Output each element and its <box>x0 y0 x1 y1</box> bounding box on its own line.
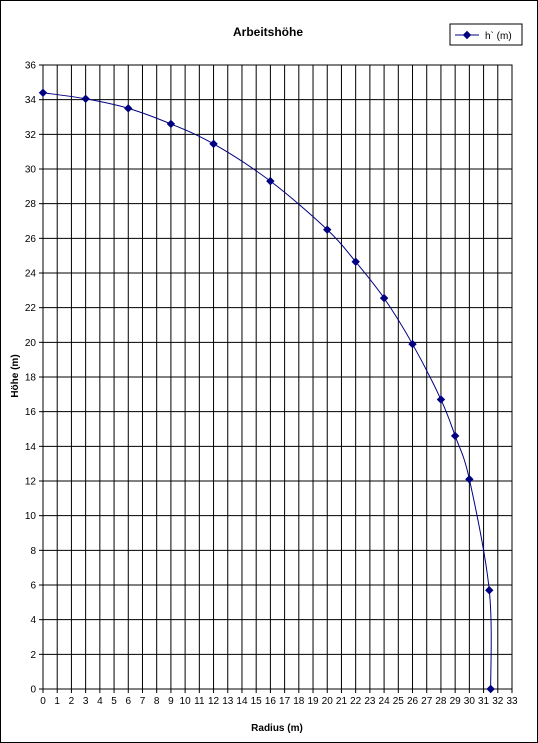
x-tick-label: 12 <box>208 696 220 707</box>
y-tick-label: 24 <box>25 269 37 280</box>
chart-title: Arbeitshöhe <box>233 25 303 39</box>
x-tick-label: 20 <box>322 696 334 707</box>
x-tick-label: 30 <box>464 696 476 707</box>
x-tick-label: 16 <box>265 696 277 707</box>
data-point-marker <box>323 225 332 234</box>
x-tick-label: 22 <box>350 696 362 707</box>
data-point-marker <box>124 104 133 113</box>
x-tick-label: 24 <box>379 696 391 707</box>
legend-label: h` (m) <box>485 30 512 42</box>
x-tick-label: 15 <box>251 696 263 707</box>
x-tick-label: 23 <box>364 696 376 707</box>
y-tick-label: 12 <box>25 477 37 488</box>
y-tick-label: 10 <box>25 511 37 522</box>
y-tick-label: 2 <box>30 650 36 661</box>
x-tick-label: 10 <box>180 696 192 707</box>
x-tick-label: 7 <box>140 696 146 707</box>
data-point-marker <box>166 119 176 129</box>
data-point-marker <box>465 475 474 484</box>
gridlines <box>43 65 512 689</box>
x-tick-label: 28 <box>435 696 447 707</box>
y-tick-label: 22 <box>25 303 37 314</box>
data-point-marker <box>408 339 417 349</box>
data-point-marker <box>450 431 460 441</box>
x-tick-label: 5 <box>111 696 117 707</box>
x-tick-label: 13 <box>222 696 234 707</box>
y-tick-label: 32 <box>25 130 37 141</box>
series-points <box>38 88 495 694</box>
x-axis-ticks: 0 1 2 3 4 5 6 7 8 9 10 11 12 13 14 15 16 17 18 19 20 21 22 23 24… <box>40 689 518 707</box>
y-tick-label: 16 <box>25 407 37 418</box>
y-tick-label: 26 <box>25 234 37 245</box>
y-axis-label: Höhe (m) <box>10 354 21 397</box>
legend-marker <box>462 30 472 40</box>
data-point-marker <box>266 176 275 186</box>
y-tick-label: 18 <box>25 373 37 384</box>
y-tick-label: 4 <box>30 615 36 626</box>
x-tick-label: 26 <box>407 696 419 707</box>
x-tick-label: 0 <box>40 696 46 707</box>
y-tick-label: 6 <box>30 581 36 592</box>
legend-box <box>449 23 523 46</box>
x-tick-label: 21 <box>336 696 348 707</box>
x-tick-label: 1 <box>54 696 60 707</box>
x-tick-label: 32 <box>492 696 504 707</box>
x-tick-label: 2 <box>69 696 75 707</box>
x-tick-label: 4 <box>97 696 103 707</box>
y-tick-label: 28 <box>25 199 37 210</box>
x-tick-label: 18 <box>293 696 305 707</box>
x-tick-label: 9 <box>168 696 174 707</box>
data-point-marker <box>436 395 446 404</box>
x-tick-label: 33 <box>506 696 518 707</box>
data-point-marker <box>81 94 90 104</box>
data-point-marker <box>485 585 494 595</box>
x-tick-label: 3 <box>83 696 89 707</box>
series-line <box>42 92 492 690</box>
y-tick-label: 20 <box>25 338 37 349</box>
y-tick-label: 34 <box>25 95 37 106</box>
x-tick-label: 11 <box>194 696 205 707</box>
legend: h` (m) <box>449 23 523 46</box>
y-tick-label: 36 <box>25 61 37 72</box>
y-tick-label: 30 <box>25 165 37 176</box>
data-point-marker <box>379 293 389 303</box>
y-tick-label: 8 <box>30 546 36 557</box>
data-point-marker <box>351 257 360 266</box>
data-point-marker <box>38 88 48 97</box>
x-tick-label: 31 <box>478 696 490 707</box>
x-tick-label: 17 <box>279 696 291 707</box>
x-tick-label: 29 <box>450 696 462 707</box>
y-tick-label: 14 <box>25 442 37 453</box>
x-tick-label: 25 <box>393 696 405 707</box>
x-tick-label: 8 <box>154 696 160 707</box>
x-tick-label: 6 <box>125 696 131 707</box>
y-tick-label: 0 <box>30 685 36 696</box>
x-tick-label: 14 <box>236 696 248 707</box>
data-point-marker <box>486 684 495 694</box>
x-tick-label: 27 <box>421 696 433 707</box>
x-tick-label: 19 <box>307 696 319 707</box>
x-axis-label: Radius (m) <box>251 723 303 734</box>
data-point-marker <box>209 139 218 149</box>
